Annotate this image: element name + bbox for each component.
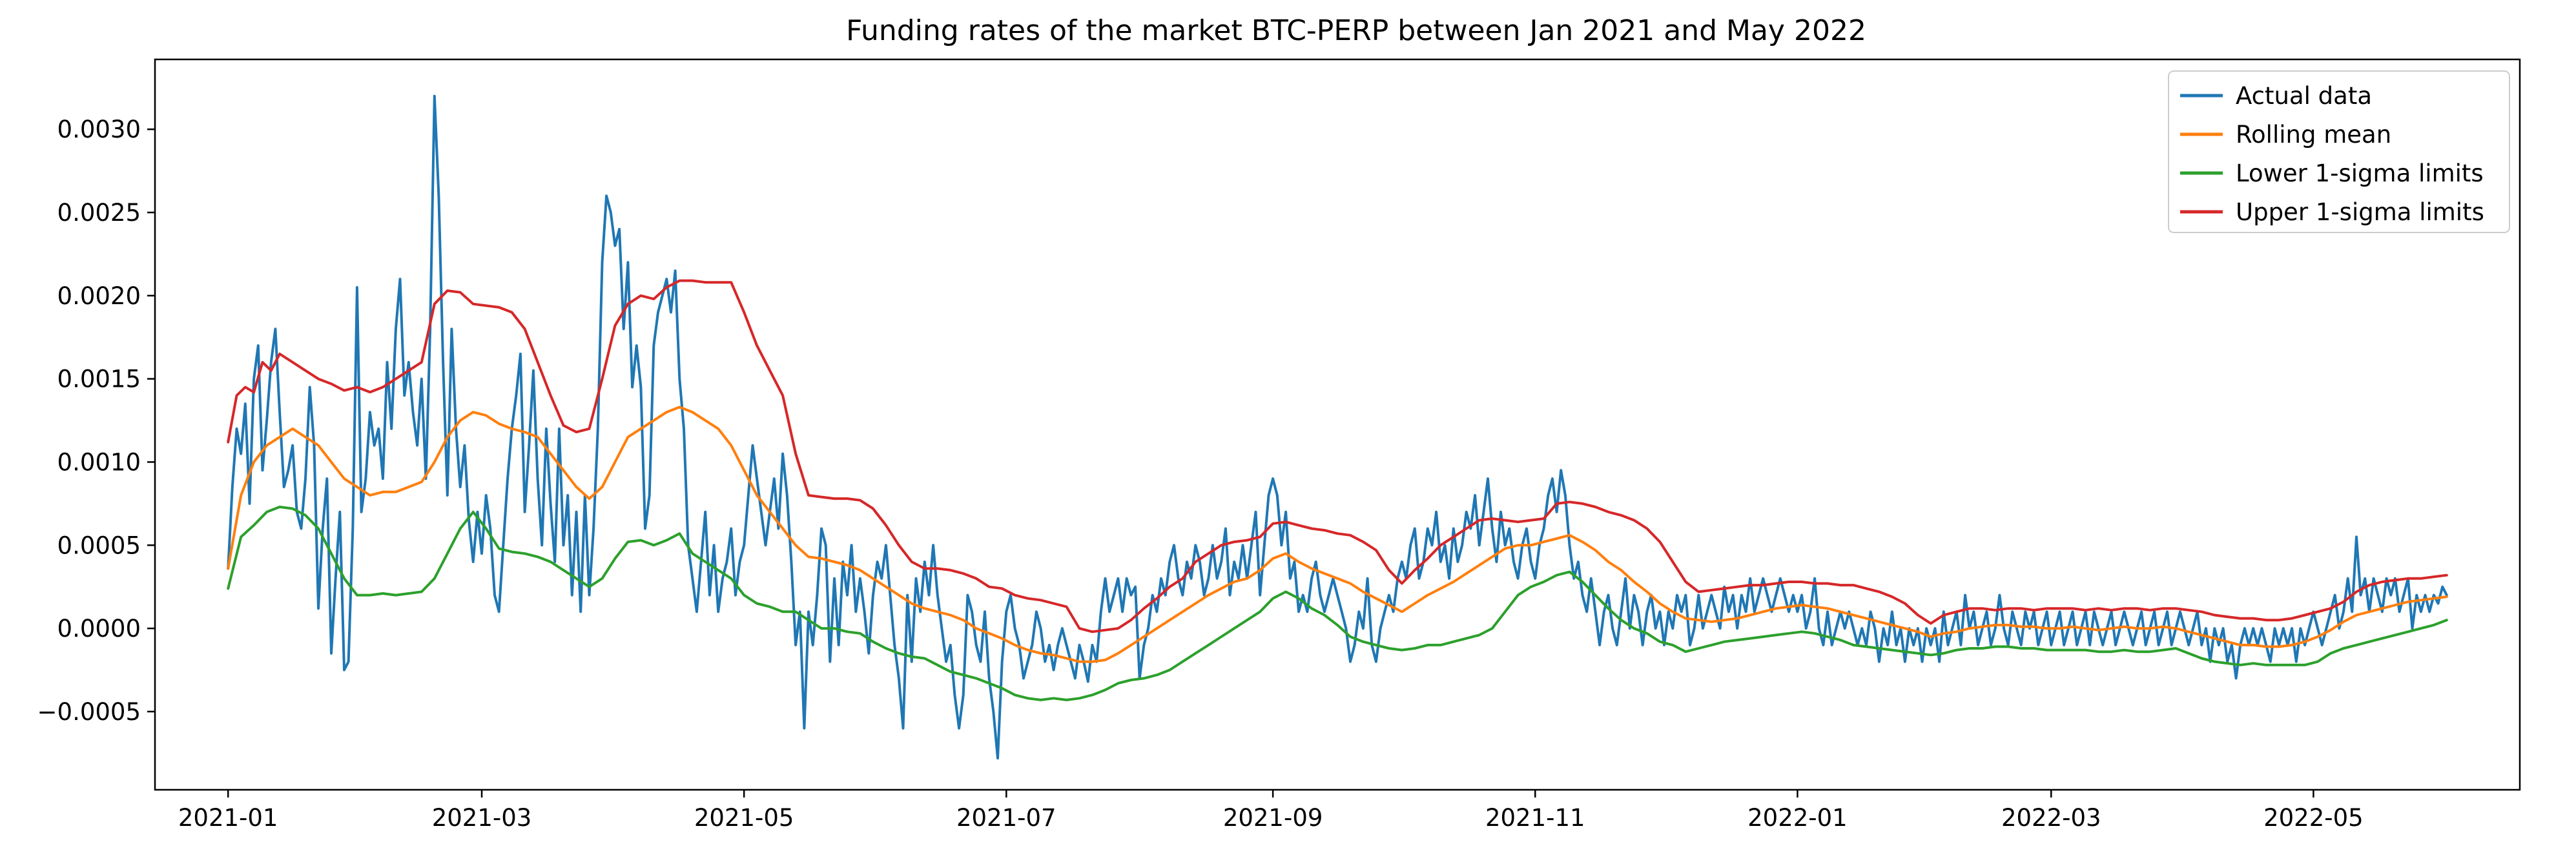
- series-line-2: [227, 406, 2448, 663]
- series-layer: [227, 94, 2448, 760]
- legend-label: Actual data: [2236, 82, 2372, 110]
- series-line-3: [227, 506, 2448, 701]
- x-tick-label: 2021-03: [432, 804, 532, 832]
- x-tick-label: 2021-01: [178, 804, 278, 832]
- y-tick-label: 0.0005: [57, 531, 141, 559]
- plot-frame: [154, 58, 2521, 791]
- x-tick-label: 2022-01: [1747, 804, 1848, 832]
- chart-title: Funding rates of the market BTC-PERP bet…: [846, 14, 1866, 47]
- y-tick-label: 0.0030: [57, 116, 141, 143]
- legend: Actual data Rolling mean Lower 1-sigma lim…: [2168, 70, 2510, 233]
- legend-label: Lower 1-sigma limits: [2236, 160, 2484, 187]
- x-axis: 2021-01 2021-03 2021-05 2021-07 2021-09 2021-…: [178, 790, 2364, 832]
- legend-label: Upper 1-sigma limits: [2236, 198, 2484, 226]
- x-tick-label: 2021-09: [1223, 804, 1323, 832]
- x-tick-label: 2022-03: [2001, 804, 2101, 832]
- x-tick-label: 2021-05: [694, 804, 794, 832]
- y-axis: −0.0005 0.0000 0.0005 0.0010 0.0015 0.0020 0.0…: [37, 116, 155, 726]
- series-line-1: [227, 94, 2448, 760]
- legend-box: [2168, 70, 2510, 233]
- y-tick-label: 0.0000: [57, 615, 141, 643]
- y-tick-label: 0.0010: [57, 448, 141, 476]
- x-tick-label: 2021-07: [956, 804, 1056, 832]
- x-tick-label: 2022-05: [2263, 804, 2364, 832]
- x-tick-label: 2021-11: [1485, 804, 1585, 832]
- y-tick-label: 0.0015: [57, 366, 141, 393]
- y-tick-label: −0.0005: [37, 698, 141, 726]
- y-tick-label: 0.0020: [57, 282, 141, 310]
- legend-label: Rolling mean: [2236, 121, 2391, 149]
- series-line-4: [227, 279, 2448, 634]
- y-tick-label: 0.0025: [57, 199, 141, 227]
